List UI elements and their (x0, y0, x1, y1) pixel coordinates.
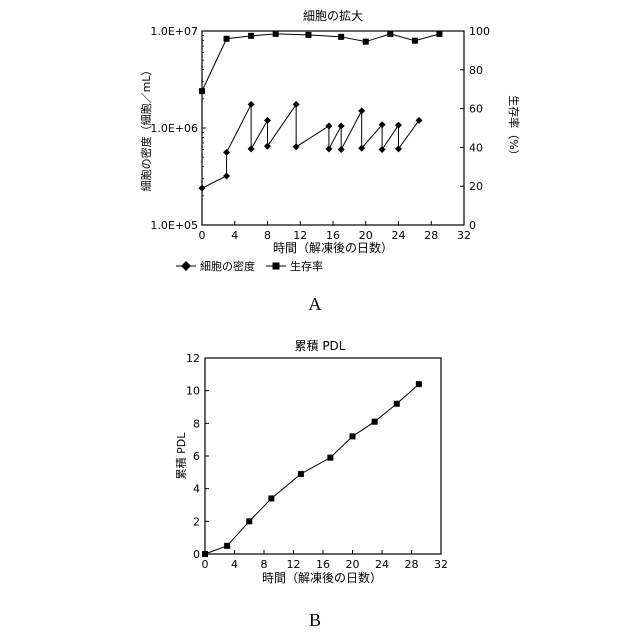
chart-a-density-point (395, 145, 402, 152)
chart-a-viability-point (199, 88, 205, 94)
chart-a-viability-point (224, 36, 230, 42)
chart-a-viability-point (338, 34, 344, 40)
chart-a: 細胞の拡大 048121620242832 1.0E+051.0E+061.0E… (139, 9, 521, 314)
chart-a-left-y-axis-label: 細胞の密度（細胞／mL） (139, 65, 153, 192)
chart-a-right-y-tick-label: 0 (469, 219, 476, 232)
chart-a-viability-point (273, 31, 279, 37)
chart-b-y-tick-label: 8 (193, 417, 200, 430)
chart-a-density-point (358, 107, 365, 114)
chart-a-density-point (415, 117, 422, 124)
chart-a-x-tick-label: 8 (264, 229, 271, 242)
chart-a-density-line (202, 104, 419, 188)
chart-b-pdl-point (372, 419, 378, 425)
chart-a-x-tick-label: 24 (392, 229, 406, 242)
chart-a-density-point (248, 145, 255, 152)
chart-b-y-tick-label: 2 (193, 515, 200, 528)
chart-a-density-series (199, 101, 423, 192)
chart-a-plot-frame (202, 31, 464, 225)
chart-a-x-ticks: 048121620242832 (199, 221, 472, 242)
chart-b-pdl-point (394, 401, 400, 407)
chart-b-y-axis-label: 累積 PDL (174, 432, 188, 480)
panel-label-a: A (309, 294, 322, 314)
chart-a-density-point (395, 122, 402, 129)
chart-b-pdl-series (202, 381, 422, 557)
chart-b-x-tick-label: 8 (261, 558, 268, 571)
chart-a-density-point (199, 185, 206, 192)
chart-a-viability-point (305, 32, 311, 38)
legend-density-marker (181, 261, 191, 271)
chart-a-left-y-tick-label: 1.0E+06 (150, 122, 198, 135)
chart-a-x-axis-label: 時間（解凍後の日数） (273, 240, 393, 255)
chart-a-density-point (264, 117, 271, 124)
chart-b-x-tick-label: 16 (316, 558, 330, 571)
chart-a-viability-point (436, 31, 442, 37)
chart-a-x-tick-label: 4 (231, 229, 238, 242)
chart-a-right-y-tick-label: 20 (469, 180, 483, 193)
chart-a-viability-point (387, 31, 393, 37)
chart-a-left-y-tick-label: 1.0E+05 (150, 219, 198, 232)
panel-label-b: B (309, 610, 321, 630)
chart-a-legend: 細胞の密度 生存率 (176, 259, 323, 273)
chart-a-left-y-tick-label: 1.0E+07 (150, 25, 198, 38)
chart-a-density-point (325, 122, 332, 129)
chart-b-pdl-point (298, 471, 304, 477)
chart-b-x-tick-label: 0 (202, 558, 209, 571)
chart-a-x-tick-label: 28 (424, 229, 438, 242)
chart-a-viability-line (202, 34, 439, 91)
chart-b-pdl-line (205, 384, 419, 554)
legend-density-label: 細胞の密度 (200, 259, 255, 273)
chart-b-title: 累積 PDL (295, 338, 346, 353)
chart-a-density-point (248, 101, 255, 108)
chart-b-y-tick-label: 6 (193, 450, 200, 463)
chart-a-right-y-tick-label: 100 (469, 25, 490, 38)
chart-b-pdl-point (268, 495, 274, 501)
chart-a-density-point (293, 143, 300, 150)
chart-b-pdl-point (416, 381, 422, 387)
chart-a-right-y-tick-label: 60 (469, 103, 483, 116)
chart-b-pdl-point (246, 518, 252, 524)
chart-b-x-ticks: 0 4 8 12 16 20 24 28 32 (202, 550, 449, 571)
chart-b-pdl-point (202, 551, 208, 557)
chart-a-viability-point (412, 38, 418, 44)
chart-a-density-point (264, 143, 271, 150)
chart-b-y-tick-label: 10 (186, 385, 200, 398)
chart-b-plot-frame (205, 358, 441, 554)
chart-b-x-tick-label: 32 (434, 558, 448, 571)
chart-a-density-point (223, 173, 230, 180)
chart-a-viability-point (363, 39, 369, 45)
chart-a-right-y-tick-label: 80 (469, 64, 483, 77)
chart-b-x-tick-label: 24 (375, 558, 389, 571)
chart-a-density-point (379, 146, 386, 153)
chart-a-density-point (338, 146, 345, 153)
chart-b-x-tick-label: 4 (231, 558, 238, 571)
chart-b-x-axis-label: 時間（解凍後の日数） (262, 570, 382, 585)
chart-b-y-tick-label: 12 (186, 352, 200, 365)
chart-b-x-tick-label: 20 (346, 558, 360, 571)
chart-a-viability-series (199, 31, 442, 94)
chart-b-pdl-point (350, 433, 356, 439)
chart-a-density-point (293, 101, 300, 108)
chart-a-density-point (223, 149, 230, 156)
chart-a-title: 細胞の拡大 (303, 9, 363, 23)
chart-a-density-point (325, 145, 332, 152)
chart-b: 累積 PDL 048121620242832 024681012 時間（解凍後の… (174, 338, 448, 630)
chart-b-pdl-point (224, 543, 230, 549)
legend-viability-marker (273, 263, 280, 270)
chart-a-right-y-tick-label: 40 (469, 141, 483, 154)
chart-b-y-tick-label: 0 (193, 548, 200, 561)
chart-a-x-tick-label: 0 (199, 229, 206, 242)
chart-b-x-tick-label: 28 (405, 558, 419, 571)
chart-a-viability-point (248, 33, 254, 39)
chart-b-pdl-point (327, 455, 333, 461)
legend-viability-label: 生存率 (290, 259, 323, 273)
chart-a-density-point (338, 122, 345, 129)
chart-b-x-tick-label: 12 (287, 558, 301, 571)
chart-a-right-y-axis-label: 生存率（%） (507, 95, 521, 160)
chart-a-left-y-ticks: 1.0E+05 1.0E+06 1.0E+07 (150, 25, 206, 232)
chart-b-y-tick-label: 4 (193, 483, 200, 496)
